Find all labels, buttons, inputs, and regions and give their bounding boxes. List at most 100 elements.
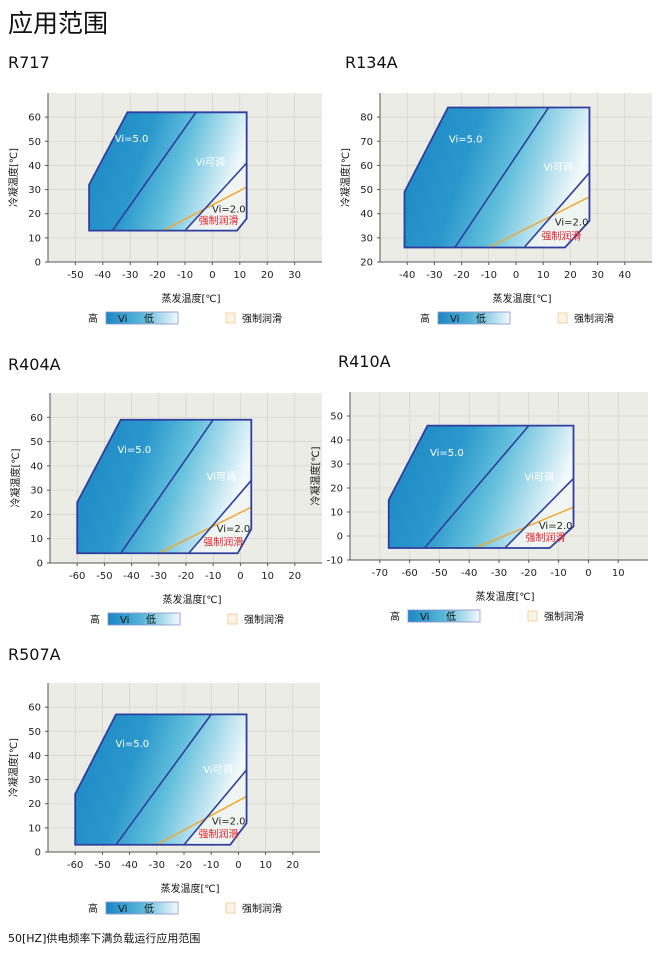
label-vi2: Vi=2.0 <box>212 816 246 827</box>
x-tick-label: -20 <box>521 568 537 579</box>
chart-r404a: R404A -60 -50 -40 -30 -20 -10 0 10 20 0 10 20 30 40 50 6… <box>8 355 322 626</box>
legend-low-label: 低 <box>144 312 154 325</box>
vi5-boundary-line <box>111 111 197 232</box>
envelope-area <box>89 112 247 231</box>
chart-r410a: R410A -70 -60 -50 -40 -30 -20 -10 0 10 -10 0 10 20 30 4… <box>309 352 648 623</box>
label-vi-adjustable: Vi可调 <box>207 471 236 483</box>
label-forced-lubrication: 强制润滑 <box>199 214 239 227</box>
x-tick-label: -10 <box>177 270 193 281</box>
legend-high-label: 高 <box>390 610 400 623</box>
y-tick-label: 20 <box>28 209 41 220</box>
page-title: 应用范围 <box>8 9 109 38</box>
x-tick-label: 0 <box>513 270 519 281</box>
label-forced-lubrication: 强制润滑 <box>203 536 243 549</box>
x-tick-label: 0 <box>237 571 243 582</box>
y-axis-label: 冷凝温度[℃] <box>7 148 20 207</box>
vi5-boundary-line <box>454 107 550 248</box>
x-tick-label: 0 <box>585 568 591 579</box>
x-tick-label: 40 <box>618 270 631 281</box>
x-tick-label: -20 <box>453 270 469 281</box>
footnote: 50[HZ]供电频率下满负载运行应用范围 <box>8 932 201 945</box>
label-forced-lubrication: 强制润滑 <box>541 229 581 242</box>
label-vi5: Vi=5.0 <box>117 445 151 456</box>
x-tick-label: -50 <box>431 568 447 579</box>
legend-vi-label: Vi <box>120 615 129 626</box>
legend-vi-gradient <box>407 609 481 623</box>
legend-lubrication-label: 强制润滑 <box>574 312 614 325</box>
label-vi-adjustable: Vi可调 <box>203 764 232 776</box>
y-tick-label: 30 <box>330 460 343 471</box>
x-tick-label: -60 <box>67 860 83 871</box>
legend-low-label: 低 <box>476 312 486 325</box>
x-tick-label: -60 <box>69 571 85 582</box>
chart-title: R410A <box>338 352 391 371</box>
legend-vi-label: Vi <box>420 612 429 623</box>
y-tick-label: 0 <box>337 532 343 543</box>
x-tick-label: -10 <box>203 860 219 871</box>
envelope-area <box>77 419 252 554</box>
vi2-boundary-line <box>188 479 252 554</box>
x-tick-label: -30 <box>149 860 165 871</box>
x-tick-label: -30 <box>491 568 507 579</box>
x-tick-label: 0 <box>235 860 241 871</box>
legend-vi-label: Vi <box>450 314 459 325</box>
y-tick-label: 50 <box>28 137 41 148</box>
x-tick-label: -40 <box>461 568 477 579</box>
legend-high-label: 高 <box>90 613 100 626</box>
legend-low-label: 低 <box>146 613 156 626</box>
y-tick-label: 0 <box>35 848 41 859</box>
vi2-boundary-line <box>504 477 575 549</box>
y-axis-label: 冷凝温度[℃] <box>7 738 20 797</box>
y-tick-label: 20 <box>360 258 373 269</box>
chart-title: R404A <box>8 355 61 374</box>
envelope-area <box>388 425 574 548</box>
legend-lubrication-swatch <box>225 312 236 324</box>
x-tick-label: 0 <box>209 270 215 281</box>
vi5-boundary-line <box>423 425 530 549</box>
label-forced-lubrication: 强制润滑 <box>199 827 239 840</box>
legend-vi-label: Vi <box>118 904 127 915</box>
y-tick-label: 40 <box>28 161 41 172</box>
y-tick-label: 0 <box>35 258 41 269</box>
y-tick-label: 30 <box>360 233 373 244</box>
x-tick-label: -60 <box>401 568 417 579</box>
x-tick-label: -20 <box>149 270 165 281</box>
label-vi-adjustable: Vi可调 <box>543 161 572 173</box>
envelope-outline <box>74 713 248 846</box>
y-tick-label: 10 <box>30 534 43 545</box>
chart-r717: R717 -50 -40 -30 -20 -10 0 10 20 30 0 10 20 30 40 50 60 V… <box>7 53 322 325</box>
lubrication-line <box>158 506 252 554</box>
vi5-boundary-line <box>115 713 212 846</box>
y-tick-label: 30 <box>28 185 41 196</box>
x-tick-label: -10 <box>205 571 221 582</box>
legend-vi-label: Vi <box>118 314 127 325</box>
y-tick-label: 40 <box>30 461 43 472</box>
y-tick-label: 40 <box>360 209 373 220</box>
x-tick-label: -40 <box>121 860 137 871</box>
label-vi2: Vi=2.0 <box>217 524 251 535</box>
chart-r134a: R134A -40 -30 -20 -10 0 10 20 30 40 20 30 40 50 60 70 80… <box>339 53 652 325</box>
lubrication-line <box>488 196 590 249</box>
x-tick-label: -30 <box>151 571 167 582</box>
y-tick-label: 30 <box>28 775 41 786</box>
envelope-area <box>75 714 247 845</box>
y-tick-label: 20 <box>30 510 43 521</box>
x-tick-label: 20 <box>564 270 577 281</box>
y-axis-label: 冷凝温度[℃] <box>309 446 322 505</box>
y-tick-label: 60 <box>30 413 43 424</box>
x-tick-label: 30 <box>591 270 604 281</box>
legend-lubrication-swatch <box>225 902 236 914</box>
legend-lubrication-label: 强制润滑 <box>244 613 284 626</box>
label-vi5: Vi=5.0 <box>115 739 149 750</box>
y-tick-label: 30 <box>30 486 43 497</box>
legend-lubrication-label: 强制润滑 <box>242 902 282 915</box>
chart-title: R507A <box>8 645 61 664</box>
legend-vi-gradient <box>105 901 179 915</box>
x-tick-label: -30 <box>122 270 138 281</box>
x-tick-label: -30 <box>426 270 442 281</box>
legend-vi-gradient <box>437 311 511 325</box>
label-vi2: Vi=2.0 <box>212 204 246 215</box>
x-tick-label: -10 <box>481 270 497 281</box>
legend-lubrication-label: 强制润滑 <box>544 610 584 623</box>
